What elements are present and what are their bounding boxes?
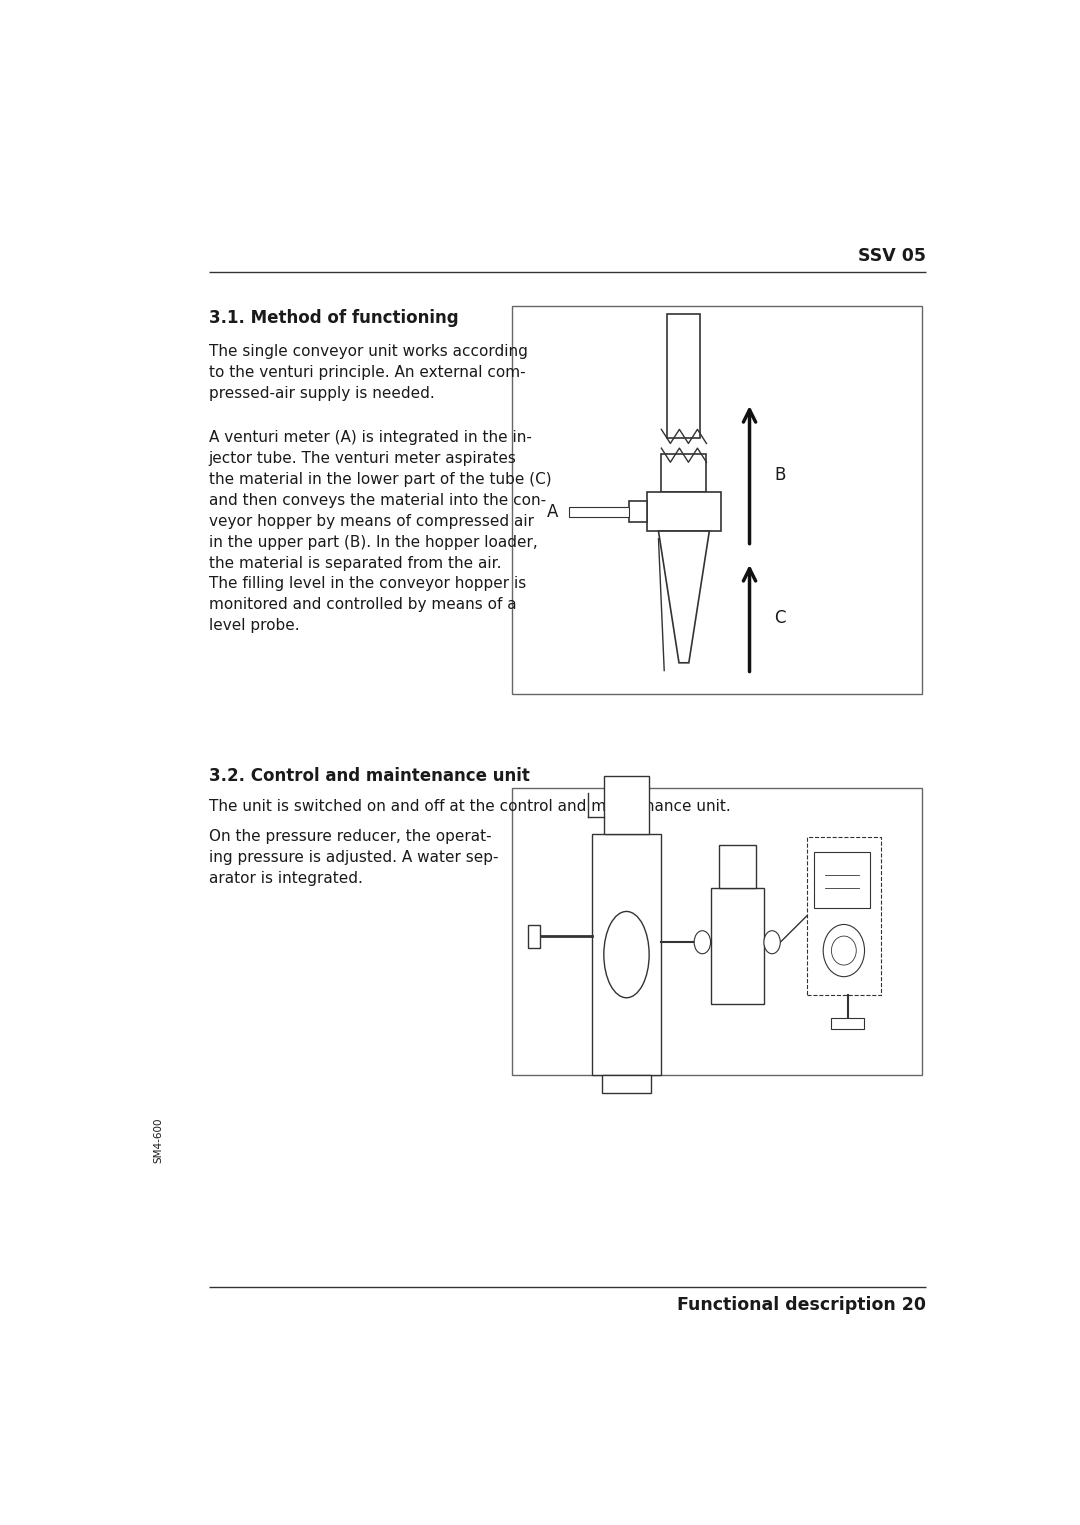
- Bar: [814, 852, 869, 907]
- Bar: [629, 502, 647, 523]
- Bar: [807, 837, 881, 994]
- Ellipse shape: [764, 930, 780, 953]
- Bar: [667, 314, 700, 438]
- Ellipse shape: [694, 930, 711, 953]
- Bar: [604, 776, 649, 834]
- Text: SM4-600: SM4-600: [153, 1118, 163, 1162]
- Text: C: C: [774, 608, 785, 627]
- Bar: [602, 1075, 651, 1093]
- Text: 3.1. Method of functioning: 3.1. Method of functioning: [208, 308, 458, 326]
- Text: The single conveyor unit works according
to the venturi principle. An external c: The single conveyor unit works according…: [208, 343, 527, 401]
- Bar: [719, 845, 756, 889]
- Bar: [512, 788, 922, 1075]
- Text: The unit is switched on and off at the control and maintenance unit.: The unit is switched on and off at the c…: [208, 799, 730, 814]
- Bar: [528, 926, 540, 949]
- Bar: [711, 889, 764, 1003]
- Text: B: B: [774, 465, 785, 483]
- Bar: [592, 834, 661, 1075]
- Text: On the pressure reducer, the operat-
ing pressure is adjusted. A water sep-
arat: On the pressure reducer, the operat- ing…: [208, 830, 498, 886]
- Bar: [647, 493, 720, 531]
- Text: Functional description 20: Functional description 20: [677, 1296, 926, 1315]
- Text: The filling level in the conveyor hopper is
monitored and controlled by means of: The filling level in the conveyor hopper…: [208, 576, 526, 633]
- Bar: [569, 506, 629, 517]
- Ellipse shape: [832, 936, 856, 965]
- Text: A venturi meter (A) is integrated in the in-
jector tube. The venturi meter aspi: A venturi meter (A) is integrated in the…: [208, 430, 551, 570]
- Text: 3.2. Control and maintenance unit: 3.2. Control and maintenance unit: [208, 767, 529, 784]
- Bar: [832, 1017, 864, 1029]
- Text: A: A: [546, 503, 558, 520]
- Bar: [661, 453, 706, 493]
- Bar: [512, 307, 922, 694]
- Text: SSV 05: SSV 05: [858, 247, 926, 265]
- Ellipse shape: [823, 924, 864, 976]
- Polygon shape: [659, 531, 710, 663]
- Ellipse shape: [604, 912, 649, 997]
